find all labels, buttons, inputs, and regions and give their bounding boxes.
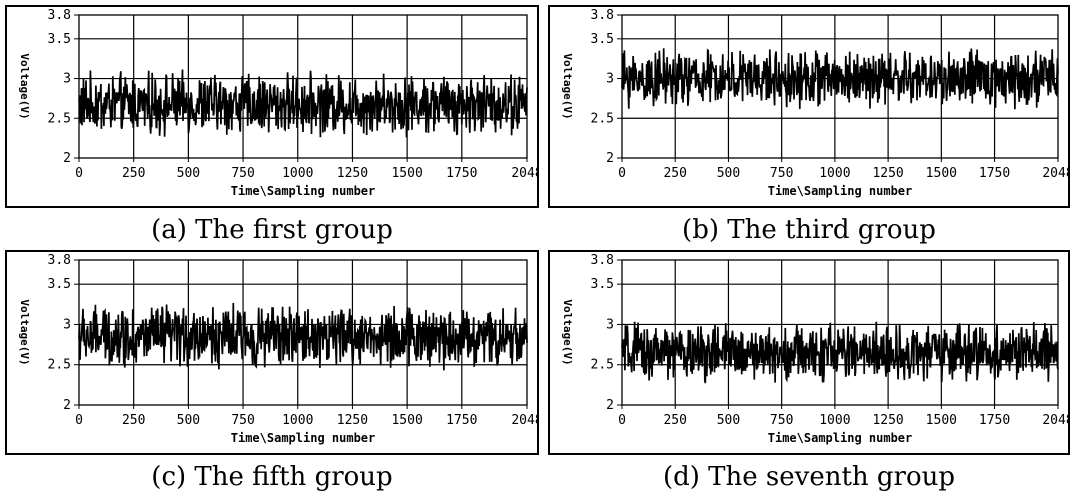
x-tick-label: 1000 bbox=[819, 166, 850, 181]
y-tick-label: 3.8 bbox=[591, 8, 614, 23]
x-axis-label: Time\Sampling number bbox=[768, 431, 913, 445]
plot-area bbox=[621, 259, 1059, 406]
y-tick-label: 2.5 bbox=[591, 111, 614, 126]
chart-panel-a: 2 2.5 3 3.5 3.8 0 250 500 750 1000 1250 1500 1750 204… bbox=[5, 5, 539, 208]
chart-caption: (d) The seventh group bbox=[662, 462, 956, 492]
y-axis-label: Voltage(V) bbox=[18, 53, 31, 119]
x-tick-label: 250 bbox=[663, 166, 686, 181]
chart-caption: (c) The fifth group bbox=[151, 462, 393, 492]
x-axis-label: Time\Sampling number bbox=[768, 184, 913, 198]
x-tick-label: 1000 bbox=[819, 413, 850, 428]
y-tick-label: 3.8 bbox=[591, 253, 614, 268]
x-tick-label: 250 bbox=[122, 413, 145, 428]
x-tick-label: 1250 bbox=[337, 413, 368, 428]
y-tick-label: 2 bbox=[63, 151, 71, 166]
y-tick-label: 2 bbox=[606, 151, 614, 166]
x-tick-label: 1750 bbox=[979, 166, 1010, 181]
x-tick-label: 1250 bbox=[872, 413, 903, 428]
x-tick-label: 2048 bbox=[511, 413, 537, 428]
y-tick-label: 2 bbox=[606, 398, 614, 413]
x-tick-label: 1750 bbox=[979, 413, 1010, 428]
y-tick-label: 2.5 bbox=[48, 358, 71, 373]
x-tick-label: 750 bbox=[770, 166, 793, 181]
y-tick-label: 2 bbox=[63, 398, 71, 413]
voltage-trace bbox=[78, 69, 528, 138]
x-tick-label: 1750 bbox=[446, 413, 477, 428]
y-tick-label: 3.8 bbox=[48, 253, 71, 268]
y-tick-label: 3 bbox=[63, 317, 71, 332]
x-tick-label: 2048 bbox=[511, 166, 537, 181]
x-tick-label: 1000 bbox=[282, 413, 313, 428]
x-tick-label: 2048 bbox=[1042, 413, 1068, 428]
x-tick-label: 750 bbox=[231, 413, 254, 428]
x-tick-label: 0 bbox=[75, 413, 83, 428]
x-tick-label: 0 bbox=[75, 166, 83, 181]
x-tick-label: 750 bbox=[231, 166, 254, 181]
chart-panel-c: 2 2.5 3 3.5 3.8 0 250 500 750 1000 1250 1500 1750 204… bbox=[5, 250, 539, 455]
x-tick-label: 1500 bbox=[926, 413, 957, 428]
x-tick-label: 250 bbox=[663, 413, 686, 428]
y-axis-label: Voltage(V) bbox=[561, 53, 574, 119]
x-tick-label: 1250 bbox=[337, 166, 368, 181]
chart-caption: (a) The first group bbox=[151, 215, 393, 245]
y-tick-label: 3.8 bbox=[48, 8, 71, 23]
x-axis-label: Time\Sampling number bbox=[231, 184, 376, 198]
x-tick-label: 0 bbox=[618, 413, 626, 428]
x-tick-label: 500 bbox=[717, 413, 740, 428]
x-tick-label: 2048 bbox=[1042, 166, 1068, 181]
voltage-trace bbox=[621, 48, 1059, 110]
chart-panel-d: 2 2.5 3 3.5 3.8 0 250 500 750 1000 1250 1500 1750 204… bbox=[548, 250, 1070, 455]
y-tick-label: 2.5 bbox=[48, 111, 71, 126]
chart-svg: 2 2.5 3 3.5 3.8 0 250 500 750 1000 1250 1500 1750 204… bbox=[18, 8, 537, 198]
y-tick-label: 3.5 bbox=[48, 277, 71, 292]
y-axis-label: Voltage(V) bbox=[561, 299, 574, 365]
x-tick-label: 0 bbox=[618, 166, 626, 181]
chart-panel-b: 2 2.5 3 3.5 3.8 0 250 500 750 1000 1250 1500 1750 204… bbox=[548, 5, 1070, 208]
x-tick-label: 1500 bbox=[926, 166, 957, 181]
y-tick-label: 3 bbox=[63, 72, 71, 87]
x-tick-label: 1250 bbox=[872, 166, 903, 181]
y-tick-label: 3.5 bbox=[591, 32, 614, 47]
chart-svg: 2 2.5 3 3.5 3.8 0 250 500 750 1000 1250 1500 1750 204… bbox=[561, 8, 1068, 198]
x-tick-label: 500 bbox=[177, 166, 200, 181]
y-tick-label: 3.5 bbox=[48, 32, 71, 47]
x-tick-label: 750 bbox=[770, 413, 793, 428]
x-tick-label: 1000 bbox=[282, 166, 313, 181]
chart-caption: (b) The third group bbox=[682, 215, 936, 245]
x-tick-label: 250 bbox=[122, 166, 145, 181]
x-tick-label: 1500 bbox=[391, 413, 422, 428]
x-tick-label: 1500 bbox=[391, 166, 422, 181]
chart-svg: 2 2.5 3 3.5 3.8 0 250 500 750 1000 1250 1500 1750 204… bbox=[561, 253, 1068, 445]
y-tick-label: 2.5 bbox=[591, 358, 614, 373]
x-tick-label: 1750 bbox=[446, 166, 477, 181]
x-tick-label: 500 bbox=[177, 413, 200, 428]
voltage-trace bbox=[78, 302, 528, 371]
chart-svg: 2 2.5 3 3.5 3.8 0 250 500 750 1000 1250 1500 1750 204… bbox=[18, 253, 537, 445]
x-tick-label: 500 bbox=[717, 166, 740, 181]
y-tick-label: 3 bbox=[606, 72, 614, 87]
voltage-trace bbox=[621, 321, 1059, 384]
y-tick-label: 3.5 bbox=[591, 277, 614, 292]
y-axis-label: Voltage(V) bbox=[18, 299, 31, 365]
y-tick-label: 3 bbox=[606, 317, 614, 332]
x-axis-label: Time\Sampling number bbox=[231, 431, 376, 445]
